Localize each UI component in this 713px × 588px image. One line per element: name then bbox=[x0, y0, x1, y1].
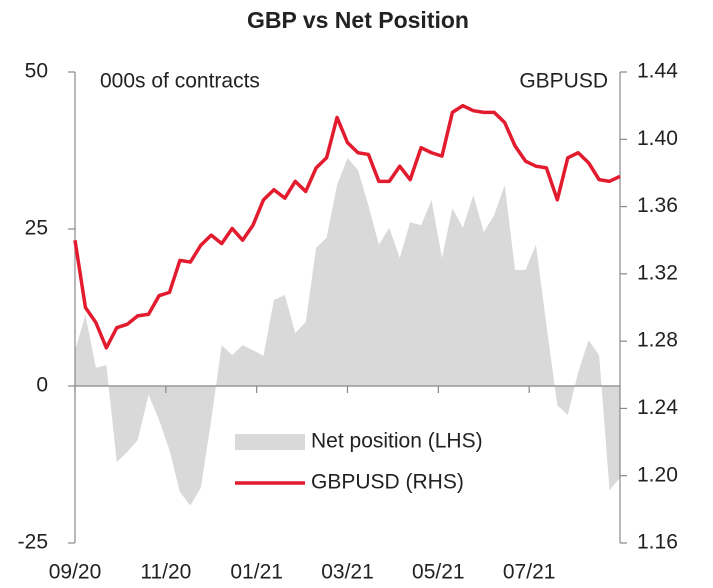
y2-tick-label: 1.28 bbox=[637, 329, 678, 352]
x-tick-label: 01/21 bbox=[230, 561, 283, 584]
area-layer bbox=[75, 158, 620, 506]
chart-title: GBP vs Net Position bbox=[247, 7, 469, 33]
right-axis-unit: GBPUSD bbox=[519, 70, 608, 93]
x-tick-label: 09/20 bbox=[49, 561, 102, 584]
y-tick-label: 0 bbox=[36, 374, 48, 397]
x-tick-label: 03/21 bbox=[321, 561, 374, 584]
legend-label: GBPUSD (RHS) bbox=[311, 471, 464, 494]
gbpusd-line bbox=[73, 103, 621, 350]
x-tick-label: 11/20 bbox=[140, 561, 191, 584]
y-tick-label: -25 bbox=[18, 531, 48, 554]
x-tick-label: 07/21 bbox=[503, 561, 556, 584]
legend-item: Net position (LHS) bbox=[235, 430, 483, 453]
line-layer bbox=[73, 103, 621, 350]
y2-tick-label: 1.16 bbox=[637, 531, 678, 554]
left-axis-unit: 000s of contracts bbox=[100, 70, 260, 93]
legend-swatch bbox=[235, 434, 305, 450]
y2-tick-label: 1.20 bbox=[637, 463, 678, 486]
y2-tick-label: 1.40 bbox=[637, 127, 678, 150]
y2-tick-label: 1.24 bbox=[637, 396, 678, 419]
legend-label: Net position (LHS) bbox=[311, 430, 483, 453]
legend-item: GBPUSD (RHS) bbox=[235, 471, 464, 494]
y2-tick-label: 1.44 bbox=[637, 60, 678, 83]
y2-tick-label: 1.36 bbox=[637, 194, 678, 217]
y2-tick-label: 1.32 bbox=[637, 261, 678, 284]
axes-layer bbox=[68, 71, 627, 544]
net-position-area bbox=[75, 158, 620, 506]
x-tick-label: 05/21 bbox=[412, 561, 465, 584]
y-tick-label: 50 bbox=[25, 60, 48, 83]
y-tick-label: 25 bbox=[25, 217, 48, 240]
labels-layer: 50 25 0 -25 1.44 1.40 1.36 1.32 1.28 1.24 1.20 1.16… bbox=[18, 60, 679, 584]
